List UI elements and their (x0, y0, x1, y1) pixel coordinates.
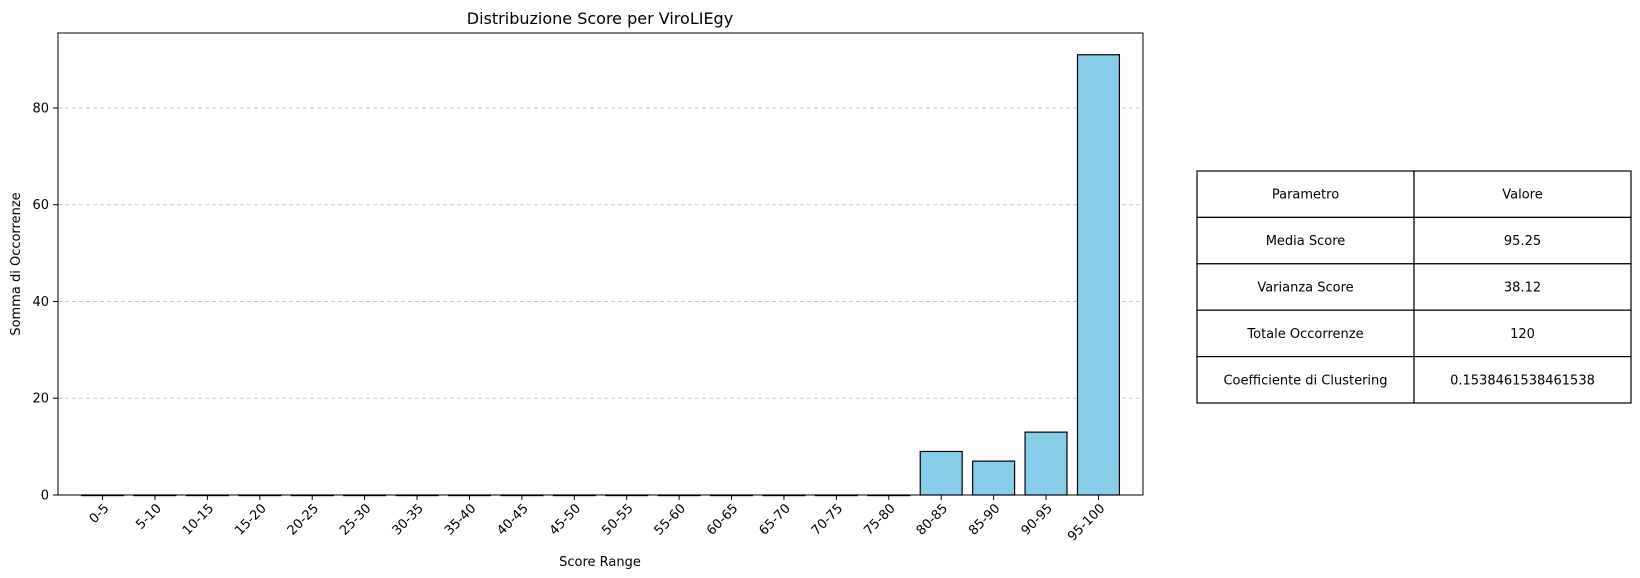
table-cell-text: 120 (1510, 327, 1535, 342)
x-axis-ticks: 0-5 5-10 10-15 15-20 20-25 25-30 30-35 35-40 40-… (87, 495, 1108, 544)
y-tick-label: 20 (32, 392, 49, 407)
bar-90-95 (1024, 431, 1068, 496)
x-tick-label: 5-10 (133, 501, 164, 532)
table-header-cell (1196, 170, 1415, 219)
x-tick-label: 15-20 (232, 501, 269, 538)
x-tick-label: 65-70 (756, 501, 793, 538)
table-cell (1196, 216, 1415, 265)
x-tick-label: 40-45 (494, 501, 531, 538)
bar-85-90 (972, 460, 1016, 496)
y-axis-label: Somma di Occorrenze (9, 192, 24, 335)
x-tick-label: 35-40 (442, 501, 479, 538)
table-cell (1413, 216, 1632, 265)
y-axis-ticks: 0 20 40 60 80 (32, 101, 58, 504)
table-cell-text: Coefficiente di Clustering (1223, 373, 1387, 388)
table-cell (1196, 356, 1415, 404)
x-tick-label: 10-15 (180, 501, 217, 538)
x-tick-label: 60-65 (704, 501, 741, 538)
x-tick-label: 50-55 (599, 501, 636, 538)
bar-chart: 0 20 40 60 80 0-5 5-10 10-15 15-20 20-25 25-30 30-… (9, 9, 1144, 570)
y-tick-label: 40 (32, 295, 49, 310)
table-header-cell (1413, 170, 1632, 219)
x-axis-label: Score Range (559, 555, 641, 570)
x-tick-label: 30-35 (390, 501, 427, 538)
plot-frame (57, 32, 1144, 496)
x-tick-label: 75-80 (861, 501, 898, 538)
stats-table: Parametro Valore Media Score 95.25 Varianza … (1196, 170, 1632, 404)
y-tick-label: 80 (32, 101, 49, 116)
table-cell (1413, 356, 1632, 404)
x-tick-label: 95-100 (1065, 501, 1108, 544)
x-tick-label: 70-75 (809, 501, 846, 538)
table-cell (1413, 309, 1632, 358)
bars (80, 54, 1121, 497)
x-tick-label: 25-30 (337, 501, 374, 538)
x-tick-label: 55-60 (652, 501, 689, 538)
table-cell-text: 38.12 (1504, 281, 1541, 296)
table-header-text: Valore (1502, 188, 1542, 203)
chart-title: Distribuzione Score per ViroLIEgy (467, 9, 733, 28)
table-cell-text: 95.25 (1504, 234, 1541, 249)
bar-95-100 (1076, 54, 1121, 496)
table-cell (1413, 263, 1632, 311)
x-tick-label: 90-95 (1019, 501, 1056, 538)
x-tick-label: 20-25 (285, 501, 322, 538)
y-tick-label: 0 (41, 489, 49, 504)
y-tick-label: 60 (32, 198, 49, 213)
bar-80-85 (919, 450, 963, 496)
table-cell-text: Varianza Score (1257, 281, 1353, 296)
x-tick-label: 80-85 (914, 501, 951, 538)
x-tick-label: 85-90 (966, 501, 1003, 538)
table-cell-text: 0.1538461538461538 (1450, 373, 1595, 388)
x-tick-label: 0-5 (87, 501, 113, 527)
table-cell-text: Media Score (1266, 234, 1346, 249)
table-cell (1196, 263, 1415, 311)
x-tick-label: 45-50 (547, 501, 584, 538)
table-cell-text: Totale Occorrenze (1246, 327, 1363, 342)
table-cell (1196, 309, 1415, 358)
grid-lines (58, 107, 1143, 399)
table-header-text: Parametro (1272, 188, 1339, 203)
table-cells: Parametro Valore Media Score 95.25 Varianza … (1196, 170, 1632, 404)
